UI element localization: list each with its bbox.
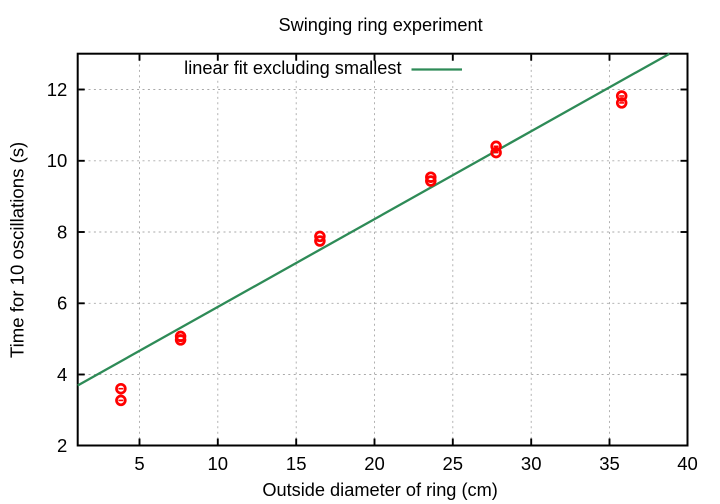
svg-text:Swinging ring experiment: Swinging ring experiment (278, 15, 482, 35)
svg-text:5: 5 (134, 453, 144, 474)
svg-text:12: 12 (47, 79, 68, 100)
svg-text:4: 4 (57, 364, 67, 385)
svg-text:10: 10 (208, 453, 229, 474)
svg-text:30: 30 (521, 453, 542, 474)
svg-text:Outside diameter of ring (cm): Outside diameter of ring (cm) (262, 480, 498, 500)
svg-text:6: 6 (57, 293, 67, 314)
svg-text:linear fit excluding smallest: linear fit excluding smallest (184, 58, 401, 78)
svg-text:10: 10 (47, 150, 68, 171)
svg-text:35: 35 (599, 453, 620, 474)
svg-text:25: 25 (443, 453, 464, 474)
svg-text:20: 20 (364, 453, 385, 474)
svg-text:2: 2 (57, 435, 67, 456)
svg-text:15: 15 (286, 453, 307, 474)
svg-text:8: 8 (57, 221, 67, 242)
svg-text:Time for 10 oscillations (s): Time for 10 oscillations (s) (6, 142, 27, 358)
svg-text:40: 40 (677, 453, 698, 474)
